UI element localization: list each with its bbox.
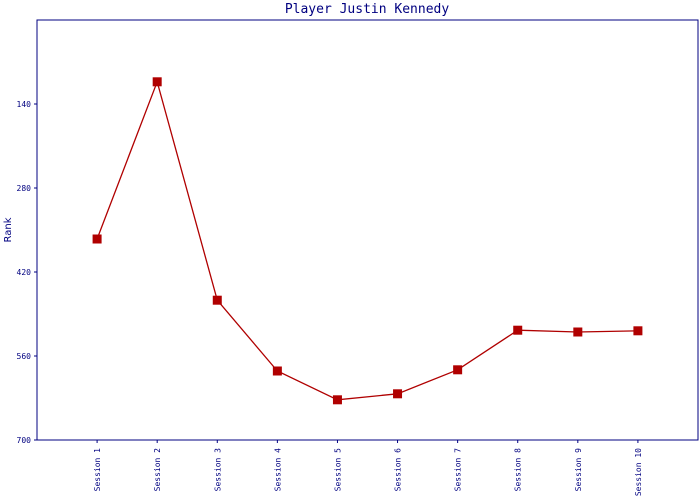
- x-tick-label: Session 9: [574, 448, 583, 492]
- data-point: [212, 295, 222, 305]
- data-point: [453, 365, 463, 375]
- data-point: [633, 326, 643, 336]
- x-tick-label: Session 8: [514, 448, 523, 492]
- x-tick-label: Session 10: [634, 448, 643, 496]
- x-tick-label: Session 3: [213, 448, 222, 492]
- data-point: [332, 395, 342, 405]
- y-tick-label: 280: [17, 184, 32, 193]
- x-tick-label: Session 2: [153, 448, 162, 492]
- y-tick-label: 560: [17, 352, 32, 361]
- data-point: [513, 325, 523, 335]
- x-tick-label: Session 7: [454, 448, 463, 492]
- data-point: [393, 389, 403, 399]
- x-tick-label: Session 5: [333, 448, 342, 492]
- data-point: [92, 234, 102, 244]
- x-tick-label: Session 4: [273, 448, 282, 492]
- y-tick-label: 420: [17, 268, 32, 277]
- y-tick-label: 700: [17, 436, 32, 445]
- chart-title: Player Justin Kennedy: [285, 2, 450, 17]
- x-tick-label: Session 6: [394, 448, 403, 492]
- series-line: [96, 79, 638, 401]
- data-point: [152, 77, 162, 87]
- data-point: [272, 366, 282, 376]
- y-tick-label: 140: [17, 100, 32, 109]
- y-axis-label: Rank: [3, 217, 14, 242]
- plot-frame: [36, 19, 699, 441]
- data-point: [573, 327, 583, 337]
- x-tick-label: Session 1: [93, 448, 102, 492]
